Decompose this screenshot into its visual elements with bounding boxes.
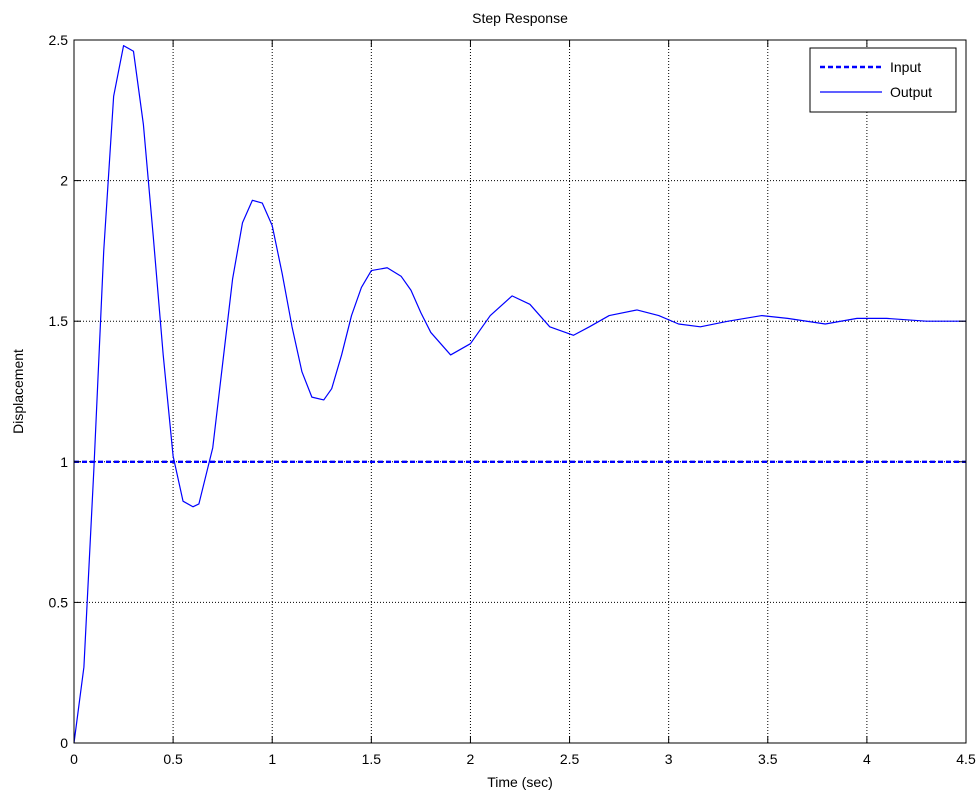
axis-ticks: 0 0.5 1 1.5 2 2.5 3 3.5 4 4.5 0 0.5 1 1.5 2 2.5 [49,32,976,767]
x-tick-label: 3.5 [758,751,778,767]
y-tick-label: 0.5 [49,594,69,610]
chart-title: Step Response [472,10,568,26]
legend-box [809,47,957,113]
x-tick-label: 4 [863,751,871,767]
x-tick-label: 2 [467,751,475,767]
y-axis-label: Displacement [10,349,26,434]
y-tick-label: 1 [60,454,68,470]
legend-label-input: Input [890,59,921,75]
legend: Input Output [809,47,957,113]
x-tick-label: 1.5 [362,751,382,767]
legend-label-output: Output [890,84,932,100]
plot-series [73,45,966,744]
grid-lines [74,40,966,743]
x-tick-label: 2.5 [560,751,580,767]
x-tick-label: 1 [268,751,276,767]
plot-frame [73,39,967,744]
x-tick-label: 0 [70,751,78,767]
x-tick-label: 3 [665,751,673,767]
y-tick-label: 2.5 [49,32,69,48]
x-tick-label: 0.5 [163,751,183,767]
x-axis-label: Time (sec) [487,774,553,790]
x-tick-label: 4.5 [956,751,976,767]
y-tick-label: 1.5 [49,313,69,329]
series-line-output [73,45,966,744]
y-tick-label: 2 [60,173,68,189]
y-tick-label: 0 [60,735,68,751]
